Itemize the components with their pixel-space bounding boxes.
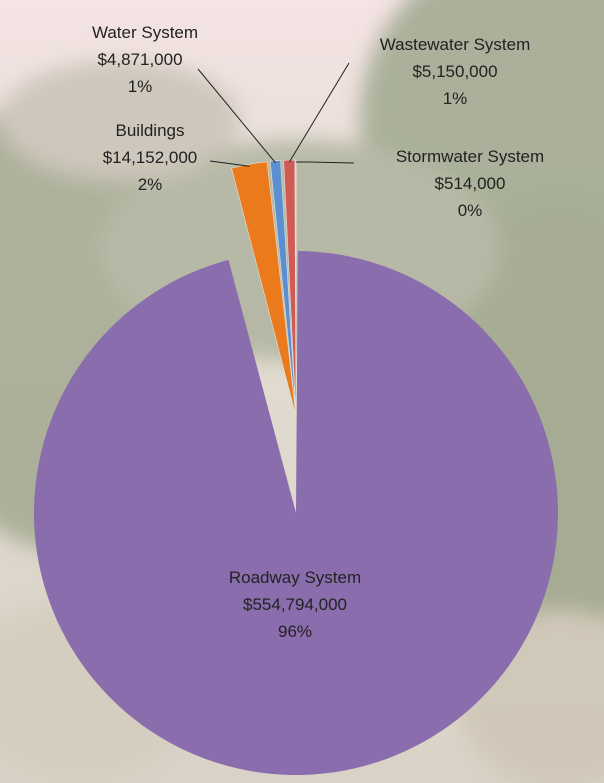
water-label-name: Water System [92,23,198,42]
buildings-label-percent: 2% [138,175,163,194]
stormwater-label-name: Stormwater System [396,147,544,166]
pie-slice-wastewater-system [283,159,297,417]
water-label-value: $4,871,000 [97,50,182,69]
wastewater-label-name: Wastewater System [380,35,531,54]
stormwater-label-value: $514,000 [435,174,506,193]
water-label: Water System $4,871,000 1% [92,23,198,96]
water-label-percent: 1% [128,77,153,96]
pie-slice-roadway-system [33,251,558,776]
pie-slice-water-system [269,160,297,417]
leader-line-stormwater-system [295,161,355,164]
leader-line-water-system [197,68,276,164]
roadway-label-name: Roadway System [229,568,361,587]
leader-line-wastewater-system [288,62,350,163]
buildings-label-name: Buildings [116,121,185,140]
wastewater-label-percent: 1% [443,89,468,108]
buildings-label: Buildings $14,152,000 2% [103,121,198,194]
pie-slices [33,159,558,776]
pie-slice-buildings [231,161,297,417]
leader-lines [197,62,355,167]
stormwater-label: Stormwater System $514,000 0% [396,147,544,220]
roadway-label-value: $554,794,000 [243,595,347,614]
wastewater-label: Wastewater System $5,150,000 1% [380,35,531,108]
stormwater-label-percent: 0% [458,201,483,220]
roadway-label-percent: 96% [278,622,312,641]
leader-line-buildings [209,160,250,167]
wastewater-label-value: $5,150,000 [412,62,497,81]
buildings-label-value: $14,152,000 [103,148,198,167]
roadway-label: Roadway System $554,794,000 96% [229,568,361,641]
